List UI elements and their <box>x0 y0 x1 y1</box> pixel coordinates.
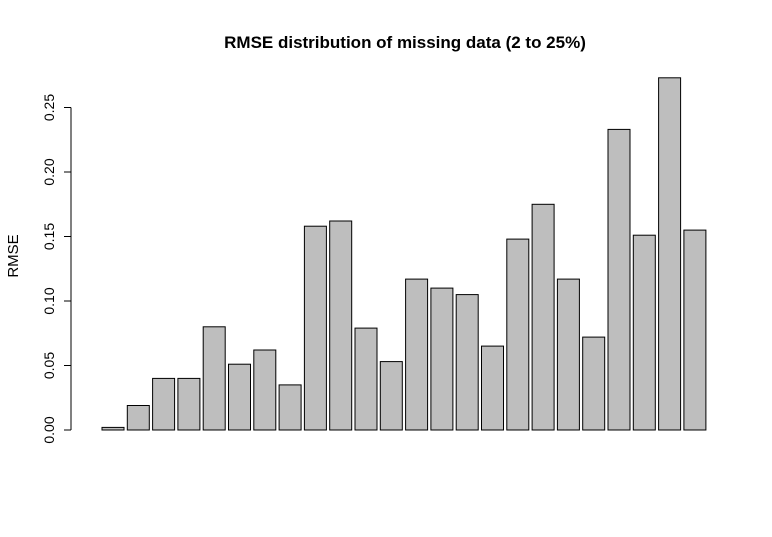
y-axis: 0.00 0.05 0.10 0.15 0.20 0.25 <box>41 94 72 444</box>
bar <box>607 128 631 431</box>
bar <box>202 326 226 431</box>
bar <box>582 336 606 431</box>
bar <box>481 345 504 431</box>
bars-group <box>101 77 707 431</box>
bar <box>430 287 454 431</box>
bar <box>329 220 353 431</box>
bar <box>177 377 201 431</box>
bar <box>228 363 251 431</box>
bar <box>354 327 378 431</box>
bar <box>632 234 656 431</box>
bar <box>379 361 403 431</box>
y-tick-label: 0.25 <box>41 94 57 121</box>
bar <box>405 278 429 431</box>
bar <box>152 377 176 431</box>
bar <box>253 349 277 431</box>
chart-title: RMSE distribution of missing data (2 to … <box>224 33 586 52</box>
bar <box>506 238 530 431</box>
bar <box>556 278 580 431</box>
bar <box>683 229 707 431</box>
y-tick-label: 0.20 <box>41 158 57 185</box>
bar <box>303 225 327 431</box>
bar <box>531 203 555 431</box>
y-tick-label: 0.15 <box>41 223 57 250</box>
y-tick-label: 0.10 <box>41 287 57 314</box>
y-axis-label: RMSE <box>5 234 22 277</box>
bar <box>126 405 150 431</box>
bar <box>278 384 302 431</box>
bar <box>658 77 682 431</box>
bar <box>101 426 125 431</box>
y-tick-label: 0.00 <box>41 416 57 443</box>
bar <box>455 294 479 431</box>
y-tick-label: 0.05 <box>41 352 57 379</box>
